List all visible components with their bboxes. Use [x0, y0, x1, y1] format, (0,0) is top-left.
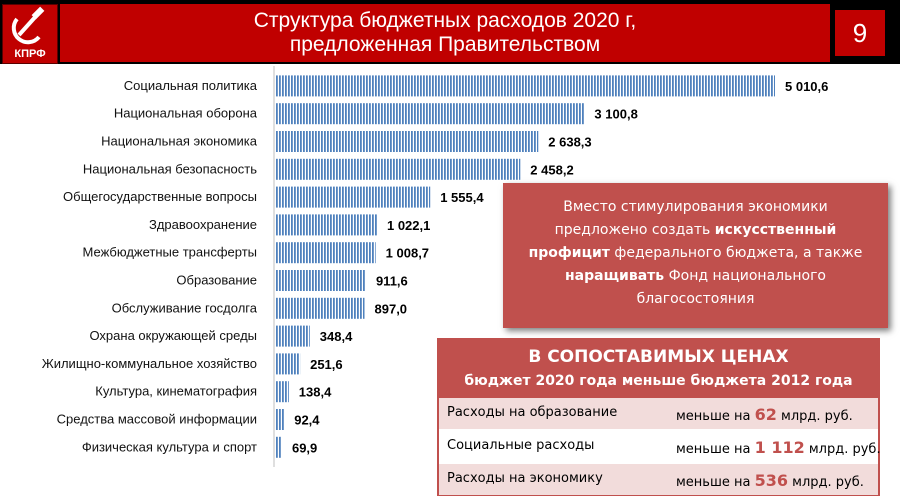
- diff-prefix: меньше на: [676, 409, 751, 424]
- value-label: 1 022,1: [387, 218, 430, 233]
- value-label: 251,6: [310, 357, 343, 372]
- callout-text-2: федерального бюджета, а также: [609, 245, 863, 261]
- bar: [275, 353, 301, 375]
- bar: [275, 297, 365, 319]
- comparison-row-diff: меньше на 62 млрд. руб.: [676, 405, 853, 424]
- comparison-row-diff: меньше на 536 млрд. руб.: [676, 471, 864, 490]
- comparison-row: Расходы на экономику меньше на 536 млрд.…: [439, 464, 878, 495]
- bar: [275, 436, 282, 458]
- comparison-header: В СОПОСТАВИМЫХ ЦЕНАХ бюджет 2020 года ме…: [439, 340, 878, 398]
- value-label: 348,4: [320, 329, 353, 344]
- category-label: Здравоохранение: [149, 217, 257, 232]
- category-label: Национальная оборона: [114, 106, 258, 121]
- comparison-row-name: Расходы на образование: [447, 405, 618, 420]
- page-number: 9: [835, 10, 885, 56]
- bar: [275, 214, 377, 236]
- bar: [275, 409, 285, 430]
- callout-box: Вместо стимулирования экономики предложе…: [503, 183, 888, 328]
- category-label: Национальная экономика: [101, 134, 258, 149]
- category-label: Образование: [176, 273, 257, 288]
- value-label: 3 100,8: [594, 107, 637, 122]
- category-label: Средства массовой информации: [57, 412, 257, 427]
- diff-prefix: меньше на: [676, 475, 751, 490]
- diff-unit: млрд. руб.: [808, 442, 881, 457]
- title-line-2: предложенная Правительством: [289, 33, 601, 56]
- category-label: Социальная политика: [124, 78, 258, 93]
- comparison-table: В СОПОСТАВИМЫХ ЦЕНАХ бюджет 2020 года ме…: [437, 338, 881, 496]
- page-title: Структура бюджетных расходов 2020 г, пре…: [60, 9, 830, 57]
- bar: [275, 103, 585, 125]
- callout-text-1: Вместо стимулирования экономики предложе…: [554, 199, 828, 238]
- category-label: Обслуживание госдолга: [112, 300, 258, 315]
- diff-amount: 62: [754, 405, 777, 424]
- value-label: 1 008,7: [386, 246, 429, 261]
- bar: [275, 242, 376, 264]
- value-label: 2 458,2: [530, 162, 573, 177]
- hammer-sickle-icon: [11, 6, 45, 45]
- value-label: 1 555,4: [440, 190, 484, 205]
- bar: [275, 131, 539, 152]
- title-band: Структура бюджетных расходов 2020 г, пре…: [60, 4, 830, 62]
- value-label: 897,0: [375, 301, 408, 316]
- bar: [275, 75, 775, 97]
- category-label: Общегосударственные вопросы: [63, 189, 257, 204]
- diff-amount: 1 112: [754, 438, 805, 457]
- bar: [275, 325, 310, 347]
- diff-unit: млрд. руб.: [781, 409, 853, 424]
- value-label: 911,6: [376, 274, 408, 289]
- comparison-row-diff: меньше на 1 112 млрд. руб.: [676, 438, 881, 457]
- value-label: 69,9: [292, 440, 317, 455]
- bar: [275, 270, 366, 291]
- category-label: Культура, кинематография: [95, 384, 257, 399]
- value-label: 5 010,6: [785, 79, 828, 94]
- callout-bold-1: искусственный профицит: [528, 222, 837, 261]
- bar: [275, 158, 521, 180]
- value-label: 138,4: [299, 385, 332, 400]
- category-label: Национальная безопасность: [83, 161, 257, 176]
- callout-text-3: Фонд национального благосостояния: [636, 268, 826, 307]
- diff-unit: млрд. руб.: [792, 475, 864, 490]
- category-label: Охрана окружающей среды: [89, 328, 257, 343]
- bar: [275, 381, 289, 403]
- comparison-row-name: Расходы на экономику: [447, 471, 603, 486]
- category-label: Физическая культура и спорт: [82, 439, 257, 454]
- category-label: Жилищно-коммунальное хозяйство: [42, 356, 257, 371]
- comparison-row: Социальные расходы меньше на 1 112 млрд.…: [439, 431, 881, 462]
- value-label: 92,4: [294, 413, 320, 428]
- diff-prefix: меньше на: [676, 442, 751, 457]
- party-logo: КПРФ: [2, 4, 58, 64]
- bar: [275, 186, 431, 208]
- callout-bold-2: наращивать: [564, 268, 665, 284]
- title-line-1: Структура бюджетных расходов 2020 г,: [253, 9, 637, 32]
- budget-bar-chart: Социальная политика 5 010,6 Национальная о…: [42, 66, 828, 467]
- logo-text: КПРФ: [14, 48, 46, 60]
- diff-amount: 536: [754, 471, 789, 490]
- category-label: Межбюджетные трансферты: [83, 245, 257, 260]
- value-label: 2 638,3: [548, 135, 591, 150]
- header-bar: КПРФ Структура бюджетных расходов 2020 г…: [0, 0, 900, 64]
- comparison-row: Расходы на образование меньше на 62 млрд…: [439, 398, 878, 429]
- comparison-subheading: бюджет 2020 года меньше бюджета 2012 год…: [464, 373, 853, 389]
- comparison-row-name: Социальные расходы: [447, 438, 595, 453]
- comparison-heading: В СОПОСТАВИМЫХ ЦЕНАХ: [528, 347, 789, 367]
